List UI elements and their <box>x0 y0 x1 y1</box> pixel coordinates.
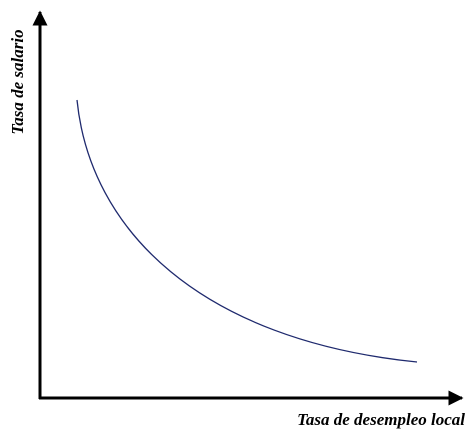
x-axis-label: Tasa de desempleo local <box>297 410 465 429</box>
curve <box>76 99 418 363</box>
y-axis-label: Tasa de salario <box>8 29 27 134</box>
